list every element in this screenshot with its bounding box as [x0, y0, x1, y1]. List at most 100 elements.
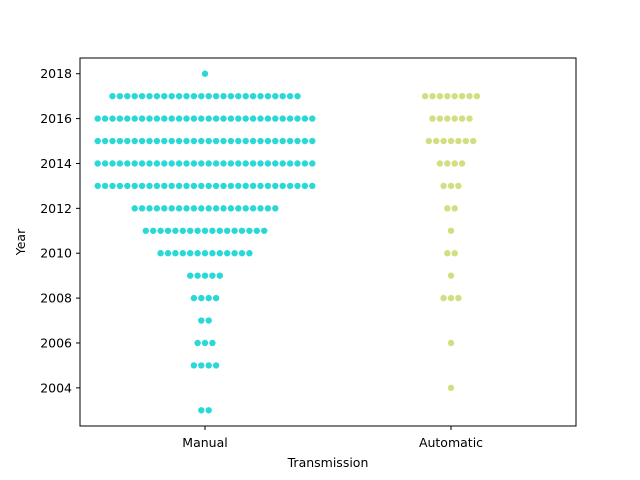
y-axis: 2004 2006 2008 2010 2012 2014 2016 2018: [40, 66, 80, 395]
y-tick-label: 2014: [40, 156, 72, 171]
data-point: [205, 362, 212, 369]
data-point: [246, 250, 253, 257]
data-point: [150, 227, 157, 234]
data-point: [157, 250, 164, 257]
data-point: [138, 137, 146, 145]
data-point: [94, 137, 101, 145]
data-point: [138, 160, 146, 167]
data-point: [451, 250, 458, 257]
data-point: [146, 205, 153, 212]
data-point: [205, 115, 212, 122]
data-point: [190, 115, 198, 122]
data-point: [458, 92, 466, 100]
data-point: [131, 182, 138, 190]
data-point: [164, 250, 172, 257]
data-point: [272, 182, 279, 190]
data-point: [161, 92, 168, 100]
data-point: [116, 160, 124, 167]
data-point: [124, 160, 131, 167]
data-point: [451, 115, 458, 122]
data-point: [153, 160, 161, 167]
data-point: [249, 137, 257, 145]
data-point: [249, 182, 257, 190]
data-point: [286, 137, 294, 145]
data-point: [205, 407, 212, 414]
data-point: [205, 294, 212, 302]
data-point: [294, 182, 301, 190]
data-point: [187, 227, 194, 234]
x-tick-label: Automatic: [419, 435, 483, 450]
data-point: [183, 137, 190, 145]
y-tick-label: 2016: [40, 111, 72, 126]
data-point: [279, 182, 286, 190]
data-point: [116, 115, 124, 122]
data-point: [183, 182, 190, 190]
data-point: [220, 137, 227, 145]
data-point: [172, 227, 179, 234]
data-point: [209, 250, 216, 257]
data-point: [231, 227, 238, 234]
data-point: [227, 115, 235, 122]
data-point: [249, 115, 257, 122]
data-point: [109, 92, 116, 100]
data-point: [198, 115, 205, 122]
data-point: [198, 182, 205, 190]
points-layer: [94, 70, 481, 414]
y-tick-label: 2018: [40, 66, 72, 81]
data-point: [451, 92, 458, 100]
data-point: [272, 115, 279, 122]
data-point: [235, 92, 242, 100]
data-point: [109, 182, 116, 190]
data-point: [212, 182, 220, 190]
data-point: [447, 182, 455, 190]
data-point: [220, 182, 227, 190]
data-point: [261, 227, 268, 234]
data-point: [94, 115, 101, 122]
data-point: [444, 205, 451, 212]
data-point: [458, 115, 466, 122]
data-point: [253, 227, 260, 234]
data-point: [264, 115, 272, 122]
data-point: [227, 160, 235, 167]
data-point: [209, 227, 216, 234]
data-point: [212, 92, 220, 100]
data-point: [235, 115, 242, 122]
data-point: [264, 182, 272, 190]
data-point: [146, 182, 153, 190]
data-point: [101, 160, 109, 167]
data-point: [235, 160, 242, 167]
data-point: [212, 362, 220, 369]
data-point: [286, 160, 294, 167]
data-point: [212, 160, 220, 167]
data-point: [124, 115, 131, 122]
y-tick-label: 2004: [40, 380, 72, 395]
data-point: [175, 92, 183, 100]
data-point: [198, 205, 205, 212]
data-point: [238, 250, 246, 257]
data-point: [466, 115, 473, 122]
y-axis-title: Year: [13, 228, 28, 256]
data-point: [447, 137, 455, 145]
data-point: [131, 137, 138, 145]
data-point: [227, 205, 235, 212]
data-point: [447, 339, 455, 347]
data-point: [294, 115, 301, 122]
data-point: [168, 160, 175, 167]
data-point: [212, 115, 220, 122]
data-point: [451, 205, 458, 212]
data-point: [458, 160, 466, 167]
data-point: [205, 160, 212, 167]
data-point: [309, 115, 316, 122]
data-point: [101, 182, 109, 190]
data-point: [194, 250, 201, 257]
data-point: [190, 92, 198, 100]
data-point: [201, 339, 209, 347]
data-point: [164, 227, 172, 234]
data-point: [264, 92, 272, 100]
data-point: [205, 182, 212, 190]
x-axis: Manual Automatic: [182, 426, 483, 450]
data-point: [198, 294, 205, 302]
data-point: [455, 182, 462, 190]
data-point: [153, 182, 161, 190]
data-point: [190, 160, 198, 167]
